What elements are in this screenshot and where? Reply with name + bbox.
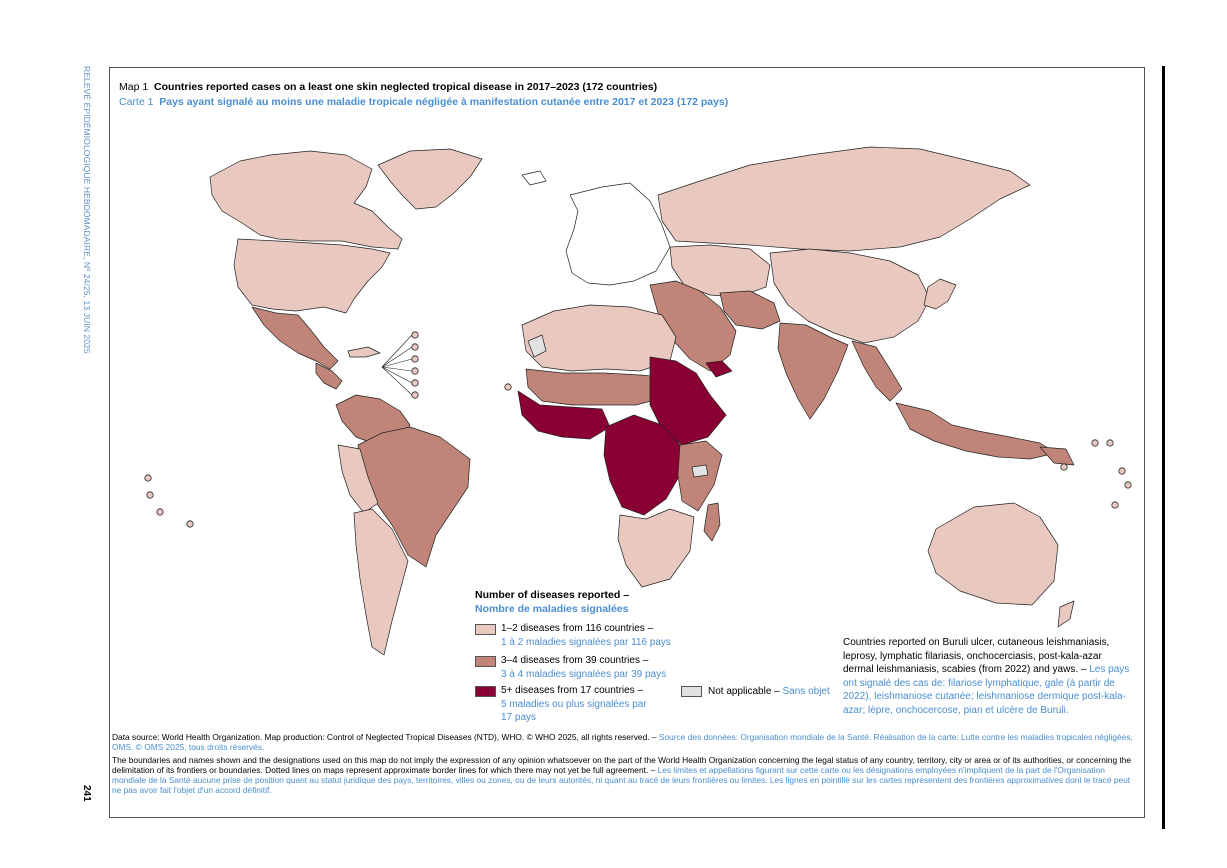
not-applicable-fr: Sans objet (782, 686, 830, 697)
region-sahel (525, 368, 667, 406)
island-marker (1106, 439, 1114, 447)
region-sudan-ethiopia (649, 356, 727, 446)
running-head: RELEVÉ ÉPIDÉMIOLOGIQUE HEBDOMADAIRE, Nº … (82, 66, 92, 354)
source-en: Data source: World Health Organization. … (112, 732, 650, 742)
island-marker (411, 379, 419, 387)
island-marker (144, 474, 152, 482)
region-antarctic-island (691, 464, 709, 478)
region-canada-alaska (209, 150, 403, 250)
region-papua-new-guinea (1039, 446, 1075, 466)
map-title-en-prefix: Map 1 (119, 81, 149, 93)
island-marker (411, 331, 419, 339)
region-madagascar (703, 502, 721, 542)
island-marker (411, 355, 419, 363)
region-western-sahara (527, 334, 547, 358)
legend-label-5-plus-en: 5+ diseases from 17 countries – (501, 685, 644, 696)
legend-swatch-3-4 (475, 656, 496, 667)
source-fr: Source des données: Organisation mondial… (112, 732, 1133, 752)
region-yemen (705, 360, 733, 378)
region-central-america (315, 362, 343, 390)
disclaimer-en: The boundaries and names shown and the d… (112, 755, 1132, 775)
region-indonesia-philippines (895, 402, 1057, 460)
note-fr: Les pays ont signalé des cas de: filario… (843, 664, 1130, 716)
island-marker (411, 343, 419, 351)
disclaimer-sep: – (648, 765, 658, 775)
not-applicable-en: Not applicable – (708, 686, 780, 697)
region-iceland (521, 170, 547, 186)
legend-swatch-1-2 (475, 624, 496, 635)
right-margin-rule (1162, 66, 1165, 829)
region-southern-africa (617, 508, 695, 588)
island-marker (1060, 463, 1068, 471)
legend-label-3-4-fr: 3 à 4 maladies signalées par 39 pays (501, 669, 667, 680)
legend-label-not-applicable: Not applicable – Sans objet (708, 686, 830, 697)
disclaimer-note: The boundaries and names shown and the d… (112, 755, 1138, 795)
island-marker (1118, 467, 1126, 475)
disclaimer-fr: Les limites et appellations figurant sur… (112, 765, 1131, 795)
region-iran-afghanistan (719, 290, 781, 330)
map-title-fr: Carte 1 Pays ayant signalé au moins une … (119, 96, 728, 108)
legend-label-1-2-fr: 1 à 2 maladies signalées par 116 pays (501, 637, 671, 648)
region-europe (565, 182, 671, 286)
island-marker (1124, 481, 1132, 489)
region-central-africa (603, 414, 681, 516)
map-frame (109, 67, 1145, 818)
region-greenland (377, 148, 483, 210)
region-southeast-asia (851, 340, 903, 402)
legend-label-5-plus-fr-2: 17 pays (501, 712, 537, 723)
island-marker (1111, 501, 1119, 509)
world-map (144, 146, 1132, 656)
source-sep: – (649, 732, 659, 742)
data-source-note: Data source: World Health Organization. … (112, 732, 1136, 752)
region-india (777, 322, 849, 420)
region-usa (233, 238, 391, 314)
legend-title-fr: Nombre de maladies signalées (475, 603, 629, 615)
legend-label-1-2-en: 1–2 diseases from 116 countries – (501, 623, 654, 634)
region-mexico (251, 306, 339, 370)
map-title-fr-prefix: Carte 1 (119, 96, 154, 108)
region-russia (657, 146, 1031, 252)
region-china-mongolia (769, 248, 931, 344)
island-marker (186, 520, 194, 528)
map-title-en-text: Countries reported cases on a least one … (154, 81, 658, 93)
island-marker (1091, 439, 1099, 447)
island-marker (504, 383, 512, 391)
note-en: Countries reported on Buruli ulcer, cuta… (843, 637, 1110, 675)
page-number: 241 (81, 785, 92, 802)
note-sep: – (1078, 664, 1090, 675)
region-west-africa (517, 390, 611, 440)
island-marker (411, 391, 419, 399)
region-new-zealand (1057, 600, 1075, 628)
region-caribbean (347, 346, 381, 358)
region-australia (927, 502, 1059, 606)
diseases-note: Countries reported on Buruli ulcer, cuta… (843, 636, 1135, 717)
map-title-fr-text: Pays ayant signalé au moins une maladie … (159, 96, 729, 108)
island-marker (156, 508, 164, 516)
legend-title-en: Number of diseases reported – (475, 589, 630, 601)
region-japan-korea (923, 278, 957, 310)
map-title-en: Map 1 Countries reported cases on a leas… (119, 81, 657, 93)
legend-swatch-not-applicable (681, 686, 702, 697)
island-marker (146, 491, 154, 499)
region-southern-cone (353, 508, 409, 656)
legend-label-5-plus-fr: 5 maladies ou plus signalées par (501, 699, 647, 710)
legend-label-3-4-en: 3–4 diseases from 39 countries – (501, 655, 649, 666)
legend-swatch-5-plus (475, 686, 496, 697)
island-marker (411, 367, 419, 375)
region-peru-bolivia (337, 444, 379, 514)
